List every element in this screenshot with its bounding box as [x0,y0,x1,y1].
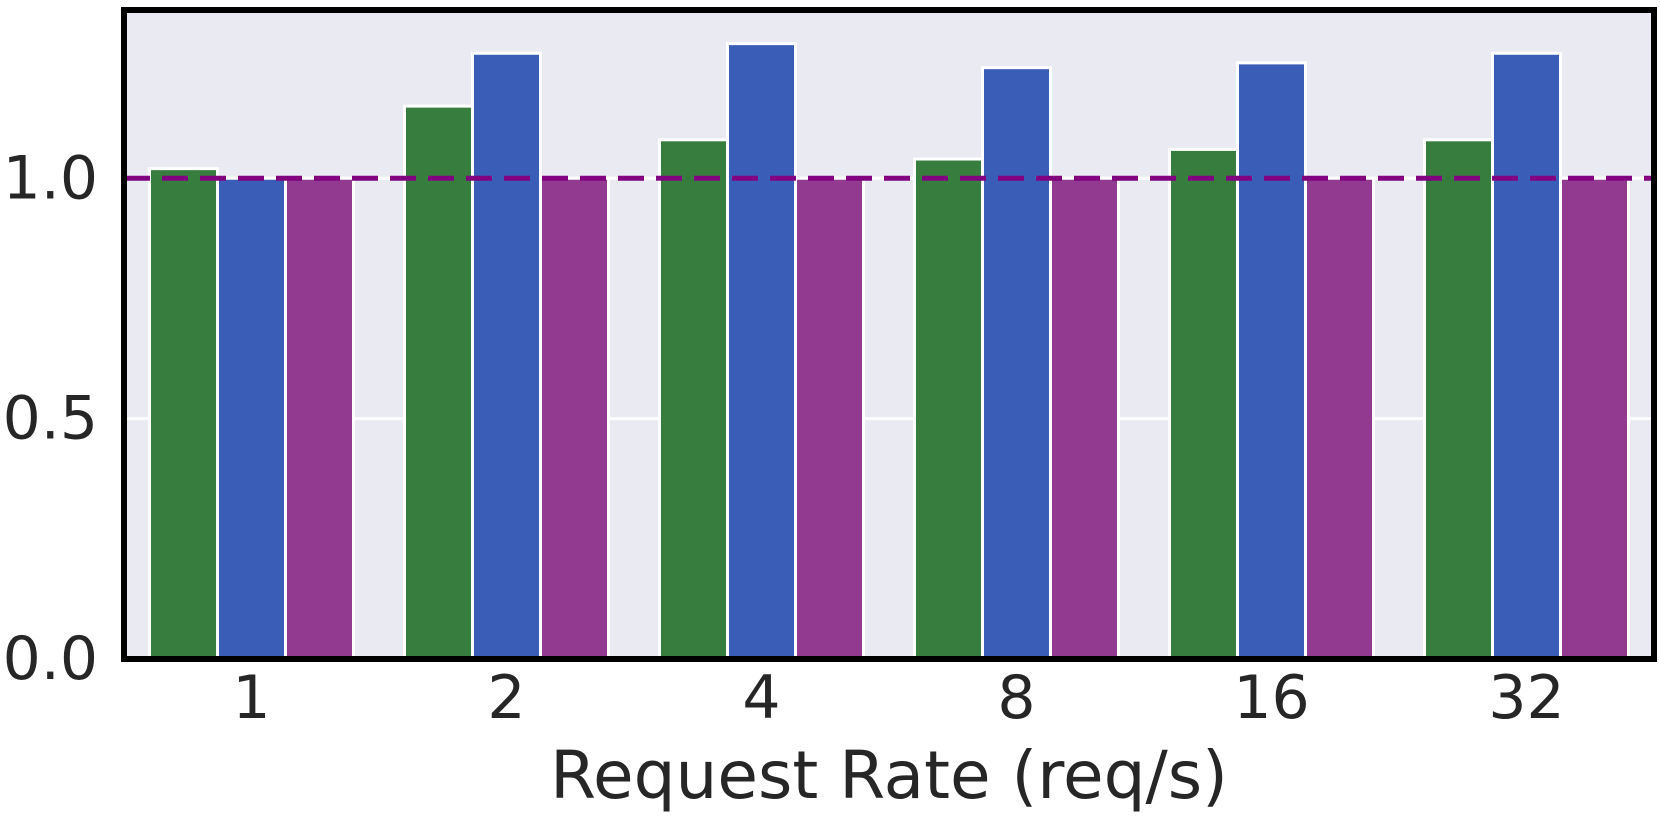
x-tick-label: 4 [742,663,780,733]
bar [1049,176,1120,661]
bar [981,66,1052,661]
y-tick-label: 1.0 [3,143,98,213]
bar [471,51,542,661]
plot-background [124,10,1654,659]
y-tick-labels: 0.0 0.5 1.0 [3,143,98,694]
x-tick-label: 8 [997,663,1035,733]
bar [539,176,610,661]
plot-frame [121,7,1657,662]
bar [726,42,797,661]
bar [913,157,984,661]
bar [148,167,219,661]
bar [1168,147,1239,661]
bar [1423,138,1494,661]
bar [284,176,355,661]
bar [216,176,287,661]
y-tick-label: 0.5 [3,384,98,454]
x-axis-title: Request Rate (req/s) [550,737,1228,814]
bar [1491,51,1562,661]
bar [1236,61,1307,661]
bar [1559,176,1630,661]
bar [403,104,474,661]
x-tick-label: 2 [487,663,525,733]
bar [1304,176,1375,661]
x-tick-labels: 1 2 4 8 16 32 [232,663,1564,733]
y-tick-label: 0.0 [3,624,98,694]
bar [794,176,865,661]
bars [148,42,1630,661]
bar [658,138,729,661]
x-tick-label: 1 [232,663,270,733]
x-tick-label: 16 [1233,663,1309,733]
x-tick-label: 32 [1488,663,1564,733]
